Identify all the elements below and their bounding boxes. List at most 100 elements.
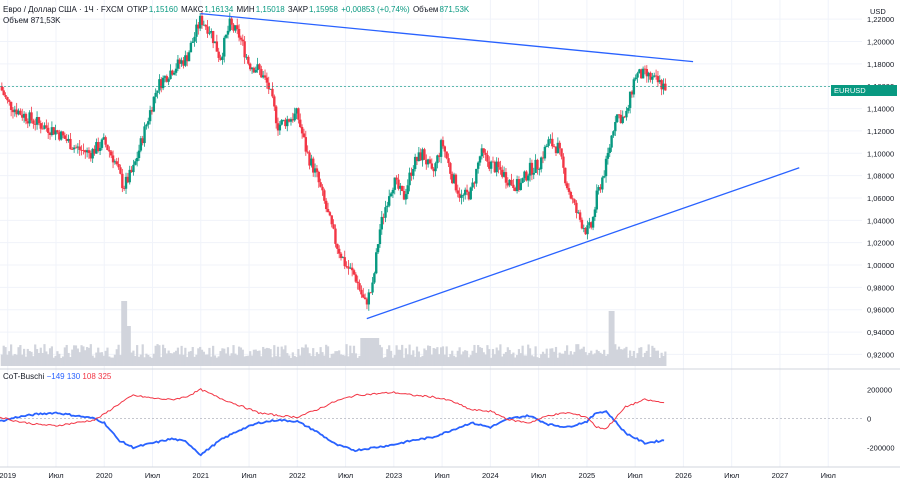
volume-bar [347,356,350,366]
candle-body [649,72,652,80]
candle-body [269,88,272,90]
volume-bar [580,348,584,366]
volume-bar [341,355,344,366]
time-tick-label: 2024 [482,471,499,480]
candle-body [456,190,459,194]
indicator-name[interactable]: CoT-Buschi [3,372,45,381]
time-tick-label: Июл [821,471,836,480]
candle-body [286,119,289,127]
candle-body [465,189,469,193]
candle-body [575,202,578,213]
volume-bar [26,348,29,366]
volume-bar [325,344,328,366]
candle-body [423,149,426,160]
volume-bar [82,346,85,366]
volume-bar [187,351,191,366]
volume-bar [117,344,120,366]
indicator-header: CoT-Buschi −149 130 108 325 [3,372,111,381]
time-tick-label: 2026 [675,471,692,480]
candle-body [267,82,270,90]
volume-bar [111,357,115,366]
candle-body [519,182,522,190]
candle-body [11,109,15,113]
last-price-tag[interactable]: EURUSD 1,15958 [831,85,897,106]
volume-bar [551,348,554,366]
candle-body [634,77,637,80]
volume-bar [319,347,322,366]
volume-bar [477,345,480,366]
candle-body [545,145,548,147]
volume-bar [606,354,609,366]
cot-tick-label: -200000 [867,444,895,453]
volume-bar [330,353,333,366]
candle-body [584,228,587,235]
candle-body [165,76,169,82]
trendlines[interactable] [200,12,800,320]
volume-bar [21,354,24,366]
candle-body [91,148,94,159]
candle-body [586,225,589,235]
candle-body [425,159,428,165]
volume-bar [402,357,406,366]
candle-body [651,76,654,80]
volume-bar [564,350,567,366]
volume-bar [595,349,598,366]
candle-body [443,146,447,152]
price-axis[interactable]: 1,220001,200001,180001,160001,140001,120… [867,15,894,359]
high-value: 1,16134 [204,5,234,14]
volume-bar [625,346,628,366]
candle-body [373,273,376,283]
volume-bar [54,355,57,366]
volume-bar [562,353,565,366]
candle-body [198,15,202,29]
symbol-title[interactable]: Евро / Доллар США · 1Ч · FXCM [3,5,124,14]
volume-bar [288,355,291,366]
volume-bar [389,350,393,366]
volume-bar [528,348,532,366]
volume-bar [495,347,498,366]
volume-bar [267,348,270,366]
candle-body [569,191,573,199]
candle-body [124,176,128,189]
volume-bar [165,353,168,366]
candle-body [171,70,174,75]
volume-bar [617,346,621,366]
volume-bar [486,345,489,366]
volume-bar [263,348,267,366]
volume-bar [406,354,409,366]
candle-body [328,212,332,216]
candle-body [56,130,59,133]
time-tick-label: Июл [628,471,643,480]
volume-bar [149,356,152,366]
volume-bar [538,357,541,366]
candle-body [304,137,308,152]
candle-body [72,147,76,150]
volume-bar [627,357,630,366]
volume-bar [160,357,163,366]
price-tick-label: 1,08000 [867,172,894,181]
time-axis[interactable]: 2019 Июл 2020 Июл 2021 Июл 2022 Июл 2023 Июл 2024 И… [0,471,836,480]
candle-body [160,79,163,89]
candle-body [45,125,48,128]
candle-body [287,119,291,122]
volume-bar [603,349,606,366]
candle-body [182,60,185,66]
volume-bar [443,354,446,366]
candle-body [295,108,298,114]
volume-bar [289,357,293,366]
candle-body [549,138,552,140]
volume-bar [104,350,107,366]
time-tick-label: 2027 [772,471,789,480]
candle-body [126,176,130,183]
volume-bar [530,355,534,366]
candle-body [619,114,623,124]
candle-body [471,182,474,188]
ohlc-header: Евро / Доллар США · 1Ч · FXCM ОТКР1,1516… [3,5,470,14]
candle-body [580,219,584,229]
volume-header: Объем 871,53K [3,16,62,25]
candle-body [384,207,387,218]
volume-bar [499,344,502,366]
candle-body [462,194,465,196]
volume-bar [343,355,346,366]
volume-bar [571,354,574,366]
